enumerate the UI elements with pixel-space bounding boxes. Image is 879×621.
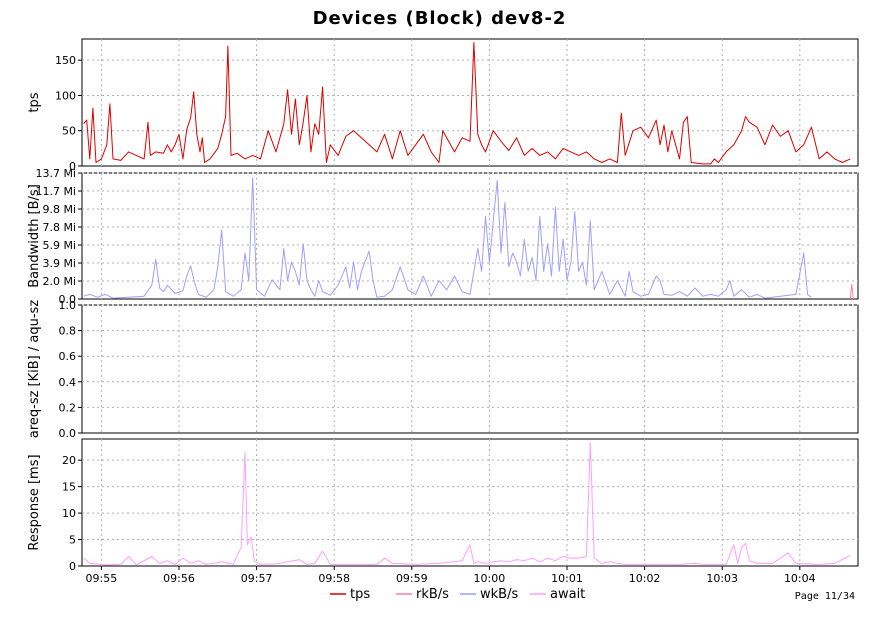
y-tick-label: 0: [69, 560, 76, 573]
y-tick-label: 0.0: [59, 427, 77, 440]
y-tick-label: 0.4: [59, 376, 77, 389]
panel-frame: [81, 172, 859, 300]
y-tick-label: 3.9 Mi: [42, 257, 76, 270]
series-tps-line: [83, 42, 851, 165]
y-tick-label: 10: [62, 507, 76, 520]
x-tick-label: 10:02: [629, 572, 661, 585]
y-tick-label: 11.7 Mi: [35, 185, 76, 198]
y-axis-label: tps: [27, 92, 42, 112]
x-tick-label: 09:56: [163, 572, 195, 585]
y-tick-label: 7.8 Mi: [42, 221, 76, 234]
series-wkbs-line: [83, 177, 812, 299]
y-tick-label: 5.9 Mi: [42, 239, 76, 252]
panel-frame: [81, 38, 859, 167]
y-tick-label: 0: [69, 160, 76, 173]
chart-title: Devices (Block) dev8-2: [312, 8, 567, 29]
series-rkbs-line: [849, 283, 854, 300]
y-tick-label: 5: [69, 534, 76, 547]
x-tick-label: 10:03: [706, 572, 738, 585]
y-tick-label: 150: [55, 54, 76, 67]
page-number: Page 11/34: [794, 591, 855, 602]
y-tick-label: 9.8 Mi: [42, 203, 76, 216]
legend-label-rkbs: rkB/s: [416, 587, 449, 602]
x-tick-label: 10:00: [474, 572, 506, 585]
y-tick-label: 2.0 Mi: [42, 275, 76, 288]
x-tick-label: 09:58: [318, 572, 350, 585]
x-tick-label: 09:55: [86, 572, 118, 585]
panel-frame: [81, 304, 859, 434]
x-tick-label: 10:04: [784, 572, 816, 585]
y-tick-label: 0.6: [59, 350, 77, 363]
y-tick-label: 20: [62, 454, 76, 467]
x-tick-label: 10:01: [551, 572, 583, 585]
y-tick-label: 50: [62, 125, 76, 138]
y-tick-label: 1.0: [59, 299, 77, 312]
y-tick-label: 15: [62, 481, 76, 494]
y-tick-label: 0.8: [59, 325, 77, 338]
x-tick-label: 09:59: [396, 572, 428, 585]
y-tick-label: 0.2: [59, 401, 77, 414]
y-axis-label: Response [ms]: [27, 454, 42, 550]
y-tick-label: 0.0: [59, 293, 77, 306]
legend-label-wkbs: wkB/s: [480, 587, 518, 602]
legend-label-tps: tps: [350, 587, 370, 602]
legend-label-await: await: [550, 587, 585, 602]
x-tick-label: 09:57: [241, 572, 273, 585]
series-await-line: [83, 442, 851, 566]
y-tick-label: 100: [55, 89, 76, 102]
y-axis-label: Bandwidth [B/s]: [27, 184, 42, 288]
y-tick-label: 13.7 Mi: [35, 167, 76, 180]
y-axis-label: areq-sz [KiB] / aqu-sz: [27, 300, 42, 438]
